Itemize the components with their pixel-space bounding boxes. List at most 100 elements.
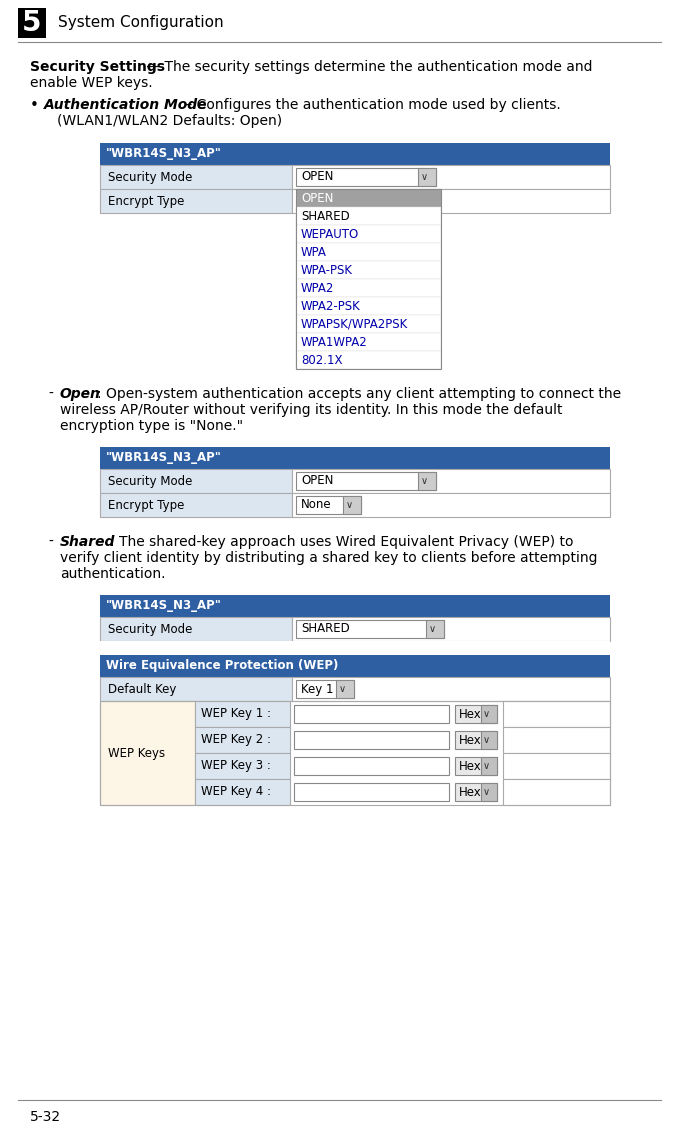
Text: Encrypt Type: Encrypt Type — [108, 194, 185, 208]
Text: Authentication Mode: Authentication Mode — [44, 98, 208, 112]
Text: Hex: Hex — [459, 733, 481, 747]
Text: encryption type is "None.": encryption type is "None." — [60, 418, 243, 433]
Text: 5: 5 — [22, 9, 41, 37]
FancyBboxPatch shape — [503, 779, 610, 805]
FancyBboxPatch shape — [481, 757, 497, 775]
FancyBboxPatch shape — [292, 165, 610, 190]
FancyBboxPatch shape — [100, 165, 292, 190]
FancyBboxPatch shape — [100, 641, 610, 655]
FancyBboxPatch shape — [455, 705, 497, 723]
Text: Hex: Hex — [459, 759, 481, 773]
FancyBboxPatch shape — [481, 731, 497, 749]
Text: WPA1WPA2: WPA1WPA2 — [301, 335, 368, 349]
Text: Security Mode: Security Mode — [108, 623, 192, 635]
FancyBboxPatch shape — [426, 620, 444, 638]
FancyBboxPatch shape — [100, 594, 610, 617]
FancyBboxPatch shape — [296, 279, 441, 297]
FancyBboxPatch shape — [503, 700, 610, 728]
Text: WEP Key 4 :: WEP Key 4 : — [201, 785, 271, 799]
Text: verify client identity by distributing a shared key to clients before attempting: verify client identity by distributing a… — [60, 550, 598, 565]
FancyBboxPatch shape — [100, 469, 292, 493]
FancyBboxPatch shape — [292, 617, 610, 641]
FancyBboxPatch shape — [503, 728, 610, 754]
Text: – Configures the authentication mode used by clients.: – Configures the authentication mode use… — [181, 98, 561, 112]
FancyBboxPatch shape — [294, 783, 449, 801]
Text: Hex: Hex — [459, 707, 481, 721]
Text: 5-32: 5-32 — [30, 1110, 61, 1123]
FancyBboxPatch shape — [296, 297, 441, 315]
Text: authentication.: authentication. — [60, 567, 166, 581]
Text: Wire Equivalence Protection (WEP): Wire Equivalence Protection (WEP) — [106, 660, 338, 672]
Text: Encrypt Type: Encrypt Type — [108, 499, 185, 511]
FancyBboxPatch shape — [296, 315, 441, 333]
FancyBboxPatch shape — [294, 731, 449, 749]
Text: -: - — [48, 387, 53, 400]
FancyBboxPatch shape — [195, 779, 290, 805]
FancyBboxPatch shape — [296, 680, 354, 698]
Text: — The security settings determine the authentication mode and: — The security settings determine the au… — [142, 60, 593, 74]
FancyBboxPatch shape — [296, 243, 441, 261]
FancyBboxPatch shape — [100, 190, 292, 213]
Text: 802.1X: 802.1X — [301, 353, 342, 367]
FancyBboxPatch shape — [418, 168, 436, 186]
Text: ∨: ∨ — [483, 735, 490, 744]
Text: ∨: ∨ — [483, 710, 490, 719]
FancyBboxPatch shape — [100, 447, 610, 469]
Text: Security Mode: Security Mode — [108, 170, 192, 184]
FancyBboxPatch shape — [100, 655, 610, 677]
Text: WPAPSK/WPA2PSK: WPAPSK/WPA2PSK — [301, 317, 408, 331]
Text: "WBR14S_N3_AP": "WBR14S_N3_AP" — [106, 148, 222, 160]
FancyBboxPatch shape — [296, 333, 441, 351]
Text: Default Key: Default Key — [108, 682, 177, 696]
FancyBboxPatch shape — [296, 190, 441, 208]
FancyBboxPatch shape — [296, 168, 436, 186]
Text: : The shared-key approach uses Wired Equivalent Privacy (WEP) to: : The shared-key approach uses Wired Equ… — [110, 535, 574, 549]
FancyBboxPatch shape — [292, 677, 610, 700]
Text: OPEN: OPEN — [301, 475, 333, 487]
Text: Security Mode: Security Mode — [108, 475, 192, 487]
Text: SHARED: SHARED — [301, 623, 350, 635]
Text: Security Settings: Security Settings — [30, 60, 165, 74]
Text: ∨: ∨ — [421, 171, 428, 182]
FancyBboxPatch shape — [481, 705, 497, 723]
FancyBboxPatch shape — [100, 143, 610, 165]
Text: System Configuration: System Configuration — [58, 16, 223, 30]
FancyBboxPatch shape — [195, 700, 290, 728]
FancyBboxPatch shape — [455, 783, 497, 801]
FancyBboxPatch shape — [481, 783, 497, 801]
FancyBboxPatch shape — [296, 351, 441, 369]
Text: WEPAUTO: WEPAUTO — [301, 228, 359, 240]
FancyBboxPatch shape — [100, 677, 292, 700]
Text: SHARED: SHARED — [301, 210, 350, 222]
FancyBboxPatch shape — [418, 472, 436, 490]
Text: ∨: ∨ — [429, 624, 436, 634]
Text: WEP Key 3 :: WEP Key 3 : — [201, 759, 271, 773]
Text: WEP Key 2 :: WEP Key 2 : — [201, 733, 271, 747]
FancyBboxPatch shape — [296, 261, 441, 279]
Text: WEP Key 1 :: WEP Key 1 : — [201, 707, 271, 721]
FancyBboxPatch shape — [503, 754, 610, 779]
Text: Open: Open — [60, 387, 101, 400]
Text: "WBR14S_N3_AP": "WBR14S_N3_AP" — [106, 451, 222, 465]
Text: OPEN: OPEN — [301, 192, 333, 204]
Text: wireless AP/Router without verifying its identity. In this mode the default: wireless AP/Router without verifying its… — [60, 403, 562, 417]
Text: WPA2: WPA2 — [301, 282, 334, 294]
FancyBboxPatch shape — [100, 700, 195, 805]
FancyBboxPatch shape — [294, 757, 449, 775]
FancyBboxPatch shape — [296, 208, 441, 224]
Text: Key 1: Key 1 — [301, 682, 333, 696]
FancyBboxPatch shape — [296, 472, 436, 490]
FancyBboxPatch shape — [195, 728, 290, 754]
FancyBboxPatch shape — [292, 190, 610, 213]
Text: "WBR14S_N3_AP": "WBR14S_N3_AP" — [106, 599, 222, 613]
FancyBboxPatch shape — [294, 705, 449, 723]
FancyBboxPatch shape — [455, 731, 497, 749]
Text: enable WEP keys.: enable WEP keys. — [30, 76, 153, 90]
FancyBboxPatch shape — [195, 754, 290, 779]
FancyBboxPatch shape — [296, 224, 441, 243]
Text: Shared: Shared — [60, 535, 115, 549]
FancyBboxPatch shape — [100, 617, 292, 641]
FancyBboxPatch shape — [343, 496, 361, 514]
Text: ∨: ∨ — [483, 787, 490, 797]
FancyBboxPatch shape — [292, 493, 610, 517]
